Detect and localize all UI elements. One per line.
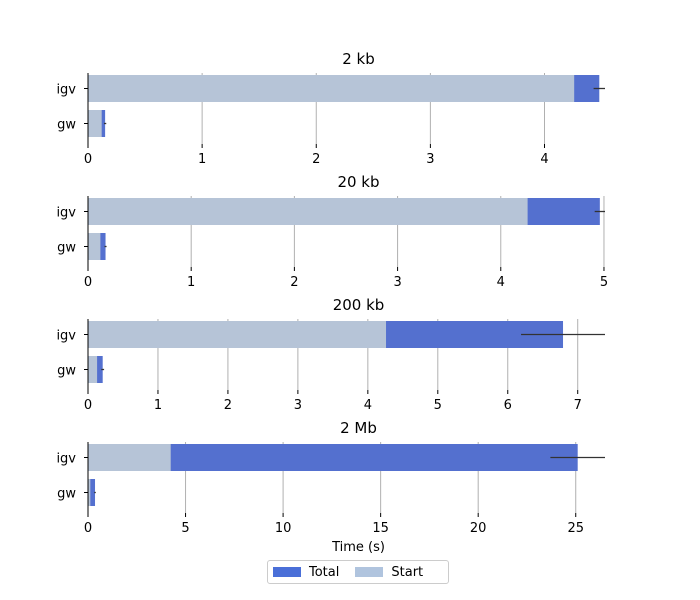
bar-start-gw [88, 110, 102, 137]
category-label: igv [56, 206, 76, 221]
x-tick-label: 0 [84, 275, 92, 290]
category-label: igv [56, 452, 76, 467]
bar-start-igv [88, 321, 387, 348]
x-tick-label: 4 [364, 398, 372, 413]
x-tick-label: 10 [275, 521, 292, 536]
x-tick-label: 2 [312, 152, 320, 167]
x-tick-label: 2 [224, 398, 232, 413]
bar-start-gw [88, 356, 98, 383]
x-tick-label: 2 [290, 275, 298, 290]
x-tick-label: 0 [84, 521, 92, 536]
x-tick-label: 6 [504, 398, 512, 413]
x-axis-label: Time (s) [331, 540, 385, 555]
legend-label-start: Start [391, 564, 424, 580]
panel-title: 2 kb [342, 50, 375, 68]
bar-total-gw [88, 479, 96, 506]
x-tick-label: 1 [154, 398, 162, 413]
category-label: gw [57, 364, 76, 379]
category-label: igv [56, 329, 76, 344]
x-tick-label: 5 [600, 275, 608, 290]
x-tick-label: 1 [187, 275, 195, 290]
x-tick-label: 25 [567, 521, 584, 536]
x-tick-label: 5 [181, 521, 189, 536]
x-tick-label: 15 [372, 521, 389, 536]
x-tick-label: 3 [294, 398, 302, 413]
x-tick-label: 5 [434, 398, 442, 413]
category-label: gw [57, 241, 76, 256]
x-tick-label: 1 [198, 152, 206, 167]
x-tick-label: 0 [84, 152, 92, 167]
category-label: gw [57, 118, 76, 133]
legend-label-total: Total [309, 564, 340, 580]
bar-start-gw [88, 479, 91, 506]
bar-start-igv [88, 198, 528, 225]
legend-item-start: Start [355, 565, 423, 580]
category-label: igv [56, 83, 76, 98]
bar-start-gw [88, 233, 101, 260]
category-label: gw [57, 487, 76, 502]
x-tick-label: 4 [540, 152, 548, 167]
bar-start-igv [88, 444, 171, 471]
x-tick-label: 3 [393, 275, 401, 290]
legend-swatch-total [273, 567, 301, 577]
panel-title: 2 Mb [340, 419, 377, 437]
x-tick-label: 0 [84, 398, 92, 413]
x-tick-label: 3 [426, 152, 434, 167]
x-tick-label: 20 [470, 521, 487, 536]
legend-swatch-start [355, 567, 384, 577]
x-tick-label: 4 [497, 275, 505, 290]
legend: Total Start [267, 560, 449, 584]
panel-title: 20 kb [337, 173, 379, 191]
panel-title: 200 kb [333, 296, 385, 314]
legend-item-total: Total [273, 565, 339, 580]
x-tick-label: 7 [574, 398, 582, 413]
bar-start-igv [88, 75, 575, 102]
